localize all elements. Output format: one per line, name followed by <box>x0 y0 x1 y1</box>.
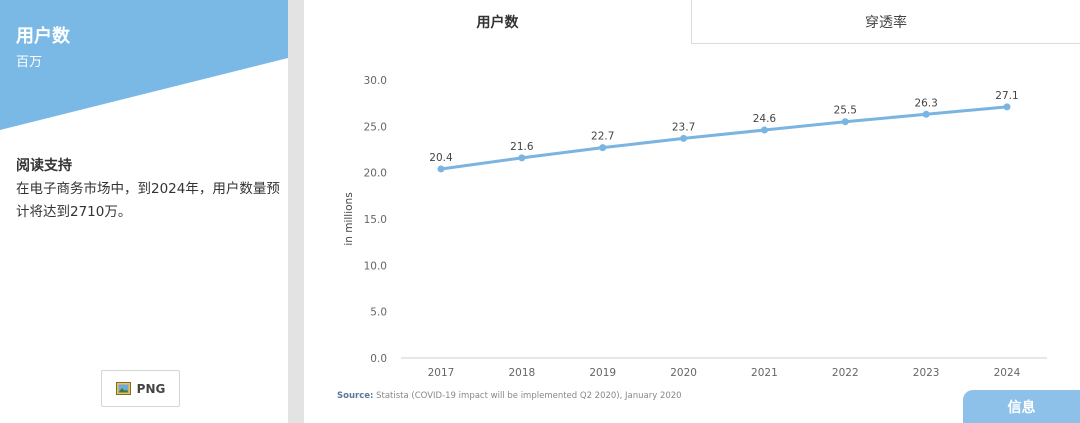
data-label: 25.5 <box>834 105 857 117</box>
image-icon <box>115 382 131 395</box>
source-note: Source: Statista (COVID-19 impact will b… <box>337 391 682 401</box>
source-text: Statista (COVID-19 impact will be implem… <box>373 391 682 401</box>
x-tick-label: 2018 <box>508 367 535 379</box>
x-tick-label: 2020 <box>670 367 697 379</box>
data-point <box>437 165 445 173</box>
data-label: 24.6 <box>753 113 777 125</box>
data-label: 27.1 <box>995 90 1018 102</box>
y-tick-label: 15.0 <box>364 214 387 226</box>
data-point <box>518 154 526 162</box>
y-tick-label: 5.0 <box>370 307 387 319</box>
metric-title: 用户数 <box>16 26 70 47</box>
x-tick-label: 2023 <box>913 367 940 379</box>
metric-unit: 百万 <box>16 55 43 70</box>
y-tick-label: 25.0 <box>364 121 387 133</box>
source-prefix: Source: <box>337 391 374 401</box>
sidebar: 用户数 百万 阅读支持 在电子商务市场中，到2024年，用户数量预计将达到271… <box>0 0 288 423</box>
x-tick-label: 2024 <box>994 367 1021 379</box>
x-tick-label: 2017 <box>428 367 455 379</box>
tab-penetration[interactable]: 穿透率 <box>691 0 1080 44</box>
y-tick-label: 0.0 <box>370 353 387 365</box>
data-point <box>599 144 607 152</box>
tab-users[interactable]: 用户数 <box>304 0 691 44</box>
tab-bar: 用户数 穿透率 <box>304 0 1080 44</box>
data-point <box>760 126 768 134</box>
sidebar-header: 用户数 百万 <box>0 0 288 130</box>
x-tick-label: 2022 <box>832 367 859 379</box>
data-label: 21.6 <box>510 141 534 153</box>
panel-divider <box>288 0 304 423</box>
data-label: 23.7 <box>672 121 695 133</box>
info-button[interactable]: 信息 <box>963 390 1080 423</box>
data-label: 26.3 <box>914 97 937 109</box>
y-tick-label: 20.0 <box>364 168 387 180</box>
data-point <box>1003 103 1011 111</box>
y-tick-label: 30.0 <box>364 75 387 87</box>
data-point <box>841 118 849 126</box>
x-tick-label: 2019 <box>589 367 616 379</box>
sidebar-header-background <box>0 0 288 130</box>
y-axis-title: in millions <box>343 192 355 245</box>
png-download-button[interactable]: PNG <box>101 370 180 407</box>
line-chart: 0.0 5.0 10.0 15.0 20.0 25.0 30.0 2017 2018 2019 20… <box>343 75 1047 379</box>
series-line <box>440 105 1008 171</box>
data-point <box>922 110 930 118</box>
reading-support-text: 在电子商务市场中，到2024年，用户数量预计将达到2710万。 <box>16 181 280 220</box>
png-button-label: PNG <box>136 381 166 396</box>
data-label: 22.7 <box>591 131 614 143</box>
y-tick-label: 10.0 <box>364 260 387 272</box>
reading-support-title: 阅读支持 <box>16 158 72 174</box>
chart-panel: 用户数 穿透率 0.0 5.0 10.0 15.0 20.0 25.0 30.0 2017 20… <box>304 0 1080 423</box>
x-tick-label: 2021 <box>751 367 778 379</box>
data-point <box>680 134 688 142</box>
data-label: 20.4 <box>429 152 453 164</box>
